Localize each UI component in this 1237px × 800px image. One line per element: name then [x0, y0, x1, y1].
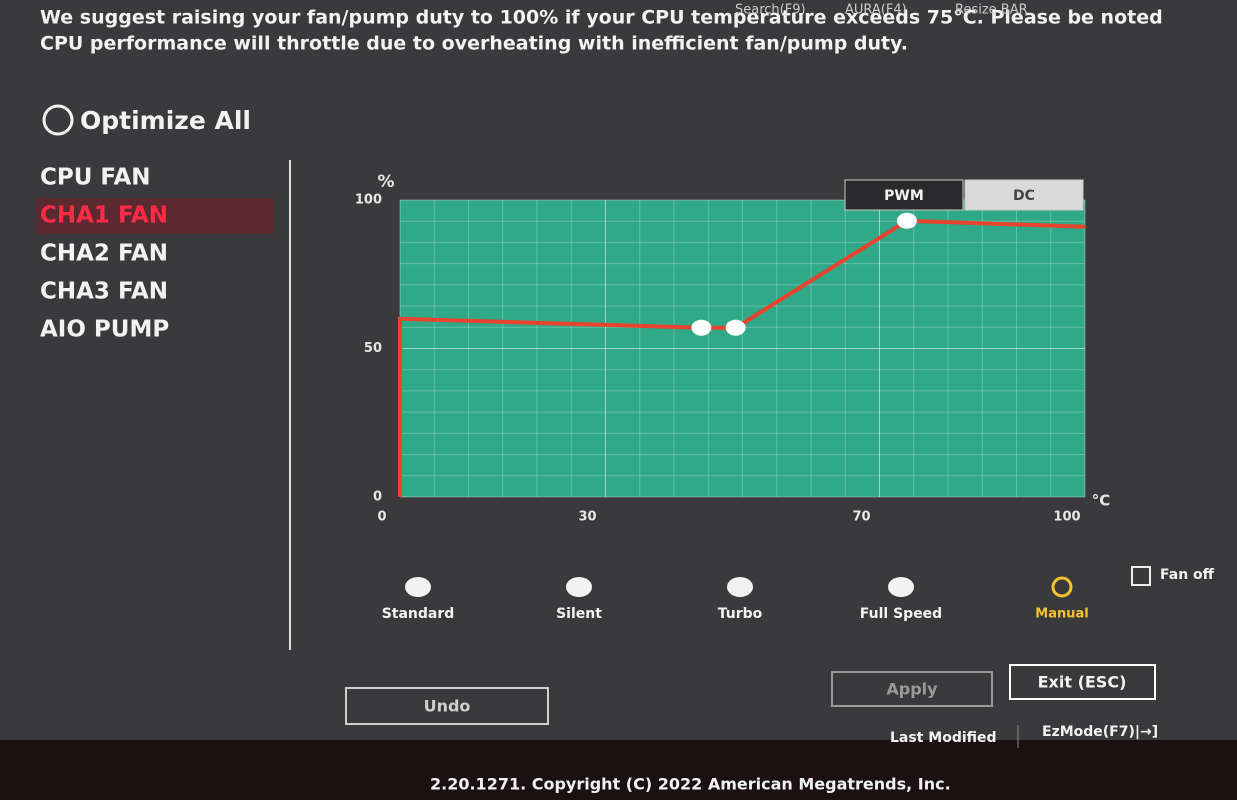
mode-label: DC — [1013, 188, 1035, 204]
fan-curve — [398, 218, 1086, 497]
x-axis-label: °C — [1092, 492, 1111, 510]
footer-bar — [0, 740, 1237, 800]
fan-off-checkbox[interactable] — [1131, 566, 1151, 586]
undo-label: Undo — [424, 697, 471, 716]
curve-node[interactable] — [896, 212, 917, 229]
preset-knob[interactable] — [727, 577, 753, 597]
mode-option[interactable] — [964, 179, 1084, 211]
top-bar-item[interactable]: Resize BAR — [955, 3, 1028, 18]
copyright: 2.20.1271. Copyright (C) 2022 American M… — [430, 775, 951, 794]
preset-label: Full Speed — [860, 606, 942, 622]
optimize-all[interactable]: Optimize All — [80, 106, 251, 135]
preset-knob[interactable] — [1051, 576, 1073, 598]
exit-button[interactable] — [1009, 664, 1156, 700]
preset-label: Manual — [1035, 607, 1088, 622]
preset-knob[interactable] — [405, 577, 431, 597]
footer-item[interactable]: EzMode(F7)|→] — [1042, 724, 1158, 740]
fan-item[interactable]: CHA1 FAN — [40, 203, 168, 229]
y-tick-label: 50 — [364, 341, 382, 356]
top-bar-item[interactable]: AURA(F4) — [845, 3, 907, 18]
optimize-icon — [42, 104, 74, 136]
fan-off-label: Fan off — [1160, 567, 1215, 583]
apply-label: Apply — [886, 680, 938, 699]
x-tick-label: 100 — [1053, 510, 1080, 525]
fan-item[interactable]: CHA2 FAN — [40, 241, 168, 267]
y-axis-label: % — [377, 172, 394, 192]
plot-area — [400, 200, 1085, 497]
mode-label: PWM — [884, 188, 924, 204]
top-bar-item[interactable]: Search(F9) — [735, 3, 806, 18]
y-tick-label: 0 — [373, 490, 382, 505]
fan-item[interactable]: AIO PUMP — [40, 317, 169, 343]
warning-line: We suggest raising your fan/pump duty to… — [40, 7, 1163, 29]
fan-item[interactable]: CHA3 FAN — [40, 279, 168, 305]
warning-line: CPU performance will throttle due to ove… — [40, 33, 908, 55]
mode-option[interactable] — [844, 179, 964, 211]
fan-highlight — [36, 198, 274, 234]
exit-label: Exit (ESC) — [1038, 673, 1127, 692]
preset-knob[interactable] — [888, 577, 914, 597]
preset-label: Standard — [382, 606, 455, 622]
preset-knob[interactable] — [566, 577, 592, 597]
preset-label: Turbo — [718, 606, 763, 622]
y-tick-label: 100 — [355, 193, 382, 208]
curve-node[interactable] — [691, 319, 712, 336]
preset-label: Silent — [556, 606, 602, 622]
x-tick-label: 30 — [578, 510, 596, 525]
x-tick-label: 0 — [377, 510, 386, 525]
curve-node[interactable] — [725, 319, 746, 336]
x-tick-label: 70 — [852, 510, 870, 525]
apply-button[interactable] — [831, 671, 993, 707]
undo-button[interactable] — [345, 687, 549, 725]
fan-item[interactable]: CPU FAN — [40, 165, 151, 191]
footer-item[interactable]: Last Modified — [890, 730, 997, 746]
